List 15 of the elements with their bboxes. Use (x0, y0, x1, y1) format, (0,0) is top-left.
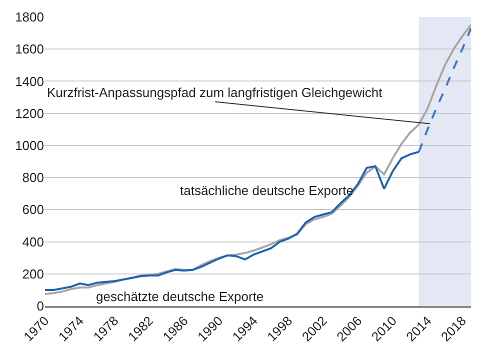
y-tick-label: 600 (22, 202, 44, 218)
line-series (418, 27, 471, 153)
y-tick-label: 1600 (15, 42, 44, 57)
text: Kurzfrist-Anpassungspfad zum langfristigen Gleichgewicht (47, 85, 383, 100)
y-tick-label: 0 (36, 298, 44, 314)
series-label: tatsächliche deutsche Exporte (180, 183, 354, 198)
line-series (45, 150, 420, 291)
y-tick-label: 1200 (15, 106, 44, 121)
y-tick-label: 800 (22, 170, 44, 186)
series-label: geschätzte deutsche Exporte (96, 289, 264, 304)
y-tick-label: 1800 (15, 10, 44, 25)
y-tick-label: 1400 (15, 74, 44, 89)
y-tick-label: 400 (22, 234, 44, 250)
y-tick-label: 200 (22, 266, 44, 282)
y-tick-label: 1000 (15, 138, 44, 153)
